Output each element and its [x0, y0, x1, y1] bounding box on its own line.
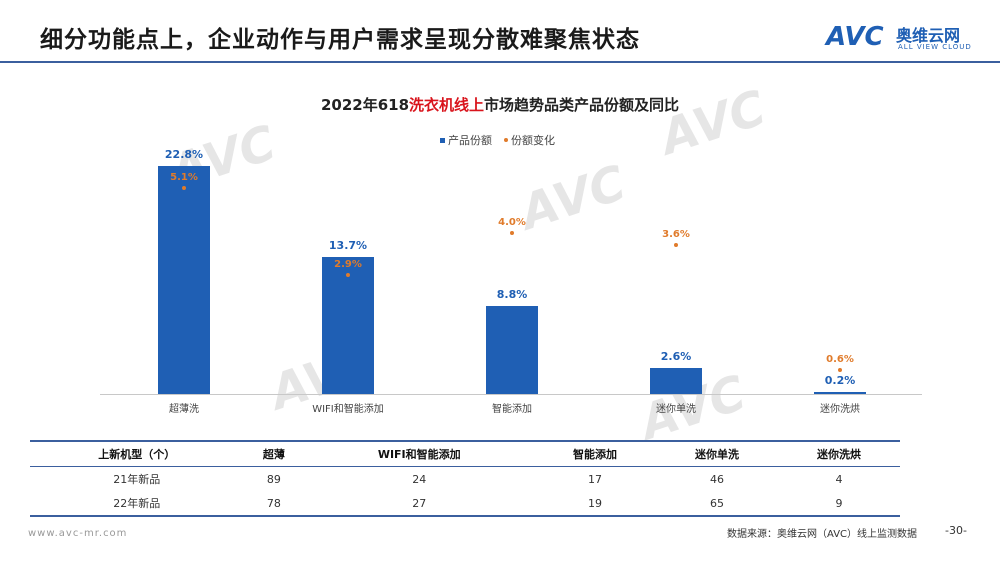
- footer-source: 数据来源：奥维云网（AVC）线上监测数据: [727, 529, 918, 540]
- page-title: 细分功能点上，企业动作与用户需求呈现分散难聚焦状态: [40, 27, 640, 53]
- bar-data-label: 0.2%: [825, 374, 856, 387]
- table-row: 21年新品 89 24 17 46 4: [30, 467, 900, 492]
- bar-data-label: 2.6%: [661, 350, 692, 363]
- bar-swatch-icon: [440, 137, 445, 143]
- table-cell: 46: [710, 472, 725, 486]
- bar-data-label: 22.8%: [165, 148, 203, 161]
- logo-cn-text: 奥维云网: [896, 26, 961, 45]
- change-point: [674, 243, 678, 247]
- table-cell: 27: [412, 496, 427, 510]
- chart-title-suffix: 市场趋势品类产品份额及同比: [484, 96, 680, 114]
- bar: [814, 392, 866, 394]
- legend-label-share: 产品份额: [448, 134, 492, 147]
- table-row: 22年新品 78 27 19 65 9: [30, 491, 900, 516]
- header-divider: [0, 61, 1000, 63]
- bar: [486, 306, 538, 394]
- change-data-label: 2.9%: [334, 259, 362, 270]
- legend-item-share: 产品份额: [440, 132, 492, 148]
- change-point: [346, 273, 350, 277]
- change-point: [510, 231, 514, 235]
- x-tick-label: 迷你单洗: [656, 402, 696, 415]
- avc-logo: AVC 奥维云网 ALL VIEW CLOUD: [826, 22, 976, 56]
- table-cell: 17: [588, 472, 603, 486]
- legend-item-change: 份额变化: [504, 132, 555, 148]
- logo-en-text: ALL VIEW CLOUD: [898, 43, 972, 51]
- table-header-cell: WIFI和智能添加: [377, 448, 461, 461]
- bar: [158, 166, 210, 394]
- change-point: [838, 368, 842, 372]
- table-header-cell: 迷你单洗: [695, 448, 740, 461]
- x-tick-label: WIFI和智能添加: [312, 402, 384, 415]
- x-tick-label: 迷你洗烘: [820, 402, 860, 415]
- change-point: [182, 186, 186, 190]
- page-number: -30-: [945, 524, 967, 537]
- table-cell: 89: [266, 472, 281, 486]
- change-data-label: 0.6%: [826, 354, 854, 365]
- change-data-label: 3.6%: [662, 229, 690, 240]
- table-cell: 22年新品: [113, 497, 161, 510]
- new-models-table: 上新机型（个） 超薄 WIFI和智能添加 智能添加 迷你单洗 迷你洗烘 21年新…: [30, 440, 900, 517]
- table-header-cell: 上新机型（个）: [98, 448, 176, 461]
- table-cell: 78: [266, 496, 281, 510]
- chart-title-highlight: 洗衣机线上: [409, 96, 485, 114]
- logo-avc-text: AVC: [826, 22, 884, 52]
- table-cell: 24: [412, 472, 427, 486]
- bar-chart: 22.8% 5.1% 超薄洗 13.7% 2.9% WIFI和智能添加 8.8% 4.0% 智能…: [100, 148, 922, 415]
- x-tick-label: 超薄洗: [169, 402, 199, 415]
- table-header-cell: 超薄: [262, 448, 285, 461]
- bar: [650, 368, 702, 394]
- dot-swatch-icon: [504, 138, 508, 142]
- table-cell: 9: [835, 496, 843, 510]
- bar-data-label: 8.8%: [497, 288, 528, 301]
- x-tick-label: 智能添加: [492, 402, 532, 415]
- table-cell: 65: [710, 496, 725, 510]
- table-header-cell: 迷你洗烘: [817, 448, 861, 461]
- chart-title-prefix: 2022年618: [320, 96, 410, 114]
- change-data-label: 5.1%: [170, 172, 198, 183]
- footer-url: www.avc-mr.com: [28, 528, 128, 539]
- chart-title: 2022年618洗衣机线上市场趋势品类产品份额及同比: [0, 94, 1000, 115]
- table-cell: 4: [835, 472, 843, 486]
- table-cell: 19: [588, 496, 603, 510]
- bar: [322, 257, 374, 394]
- legend-label-change: 份额变化: [511, 134, 555, 147]
- change-data-label: 4.0%: [498, 217, 526, 228]
- table-header-cell: 智能添加: [573, 448, 618, 461]
- table-header-row: 上新机型（个） 超薄 WIFI和智能添加 智能添加 迷你单洗 迷你洗烘: [30, 441, 900, 467]
- table-cell: 21年新品: [113, 473, 161, 486]
- chart-legend: 产品份额 份额变化: [440, 132, 555, 148]
- bar-data-label: 13.7%: [329, 239, 367, 252]
